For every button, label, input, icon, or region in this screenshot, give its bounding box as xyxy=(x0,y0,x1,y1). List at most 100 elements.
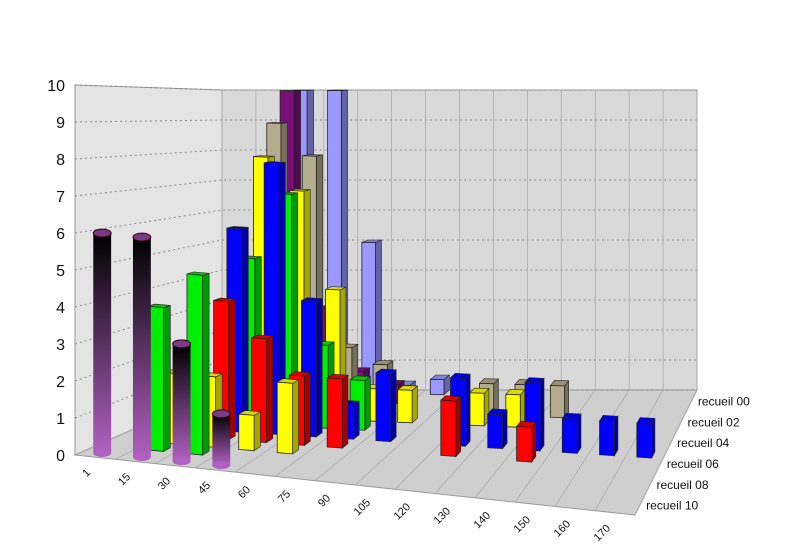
bar xyxy=(599,415,619,457)
y-tick-label: 7 xyxy=(56,189,65,206)
bar-front xyxy=(238,413,255,452)
bar-front xyxy=(636,422,653,459)
bar-side xyxy=(614,415,619,457)
bar-top xyxy=(211,409,231,419)
bar-side xyxy=(411,385,418,424)
bar-front xyxy=(516,425,533,463)
bar xyxy=(172,339,192,466)
bar xyxy=(361,239,382,395)
x-tick-label: 30 xyxy=(156,475,173,492)
x-tick-label: 120 xyxy=(392,501,413,522)
x-tick-label: 15 xyxy=(116,471,133,488)
y-tick-label: 10 xyxy=(47,78,65,95)
bar-side xyxy=(564,379,569,419)
bar-front xyxy=(505,393,521,428)
bar xyxy=(440,395,462,458)
bar-top xyxy=(132,232,152,242)
bar-side xyxy=(202,272,210,456)
bar-side xyxy=(390,369,397,443)
y-tick-label: 4 xyxy=(56,300,65,317)
x-tick-label: 60 xyxy=(236,484,253,501)
bar-side xyxy=(163,305,171,452)
bar-side xyxy=(502,408,508,450)
y-tick-label: 9 xyxy=(56,115,65,132)
bar xyxy=(92,228,112,457)
x-tick-label: 105 xyxy=(352,497,373,518)
bar-base xyxy=(212,461,231,470)
gridline xyxy=(594,389,664,511)
bar-body xyxy=(212,413,231,466)
bar-side xyxy=(364,375,371,431)
bar-front xyxy=(276,381,294,455)
bar-side xyxy=(241,226,249,433)
x-tick-label: 150 xyxy=(512,514,533,535)
y-tick-label: 3 xyxy=(56,337,65,354)
y-tick-label: 6 xyxy=(56,226,65,243)
depth-tick-label: recueil 06 xyxy=(667,457,719,471)
bar-side xyxy=(292,379,299,455)
bar-front xyxy=(487,413,504,450)
bar-front xyxy=(375,372,392,442)
bar xyxy=(186,271,210,456)
bar-base xyxy=(172,457,191,466)
x-tick-label: 45 xyxy=(196,480,213,497)
y-tick-label: 5 xyxy=(56,263,65,280)
y-tick-label: 8 xyxy=(56,152,65,169)
bar-front xyxy=(549,385,565,419)
bar-front xyxy=(429,379,445,396)
gridline xyxy=(634,389,698,516)
bar-body xyxy=(132,237,151,458)
bar-side xyxy=(651,418,656,459)
bar xyxy=(396,385,419,424)
bar-side xyxy=(353,400,360,440)
bar xyxy=(211,409,231,470)
depth-tick-label: recueil 08 xyxy=(657,478,709,492)
y-tick-label: 2 xyxy=(56,374,65,391)
x-tick-label: 130 xyxy=(432,505,453,526)
gridline xyxy=(554,389,630,507)
depth-axis-ticks: recueil 00 recueil 02 recueil 04 recueil 06… xyxy=(646,394,750,512)
bar-base xyxy=(132,453,151,462)
bar-side xyxy=(539,377,545,452)
bar-body xyxy=(172,343,191,462)
x-tick-label: 160 xyxy=(552,518,573,539)
bar-side xyxy=(316,298,323,438)
x-tick-label: 140 xyxy=(472,510,493,531)
bar xyxy=(375,368,397,443)
bar xyxy=(515,420,537,463)
y-tick-label: 0 xyxy=(56,448,65,465)
bar-side xyxy=(342,374,349,449)
bar-side xyxy=(304,372,311,446)
bar xyxy=(429,374,451,396)
bar-front xyxy=(469,392,485,427)
bar xyxy=(561,412,582,455)
depth-tick-label: recueil 04 xyxy=(677,436,729,450)
x-tick-label: 170 xyxy=(592,522,613,543)
bar-front xyxy=(186,273,203,456)
bar xyxy=(147,303,171,452)
depth-tick-label: recueil 02 xyxy=(688,415,740,429)
gridline xyxy=(74,299,697,345)
bar-side xyxy=(266,335,274,444)
bar-side xyxy=(531,421,537,463)
x-tick-label: 90 xyxy=(316,492,333,509)
bar-top xyxy=(92,228,112,238)
bar xyxy=(237,410,262,452)
x-tick-label: 75 xyxy=(276,488,293,505)
bar-top xyxy=(172,339,192,349)
depth-tick-label: recueil 10 xyxy=(646,499,698,513)
bar xyxy=(549,379,570,419)
bar-side xyxy=(253,411,261,452)
bar-side xyxy=(576,413,582,455)
bar-body xyxy=(93,233,112,453)
y-tick-label: 1 xyxy=(56,411,65,428)
bar xyxy=(276,378,300,455)
bar-side xyxy=(465,373,471,448)
bar-base xyxy=(93,448,112,457)
depth-tick-label: recueil 00 xyxy=(698,394,750,408)
bar-front xyxy=(326,377,343,449)
bar xyxy=(487,408,508,450)
bar xyxy=(636,417,656,459)
bar xyxy=(132,232,152,462)
